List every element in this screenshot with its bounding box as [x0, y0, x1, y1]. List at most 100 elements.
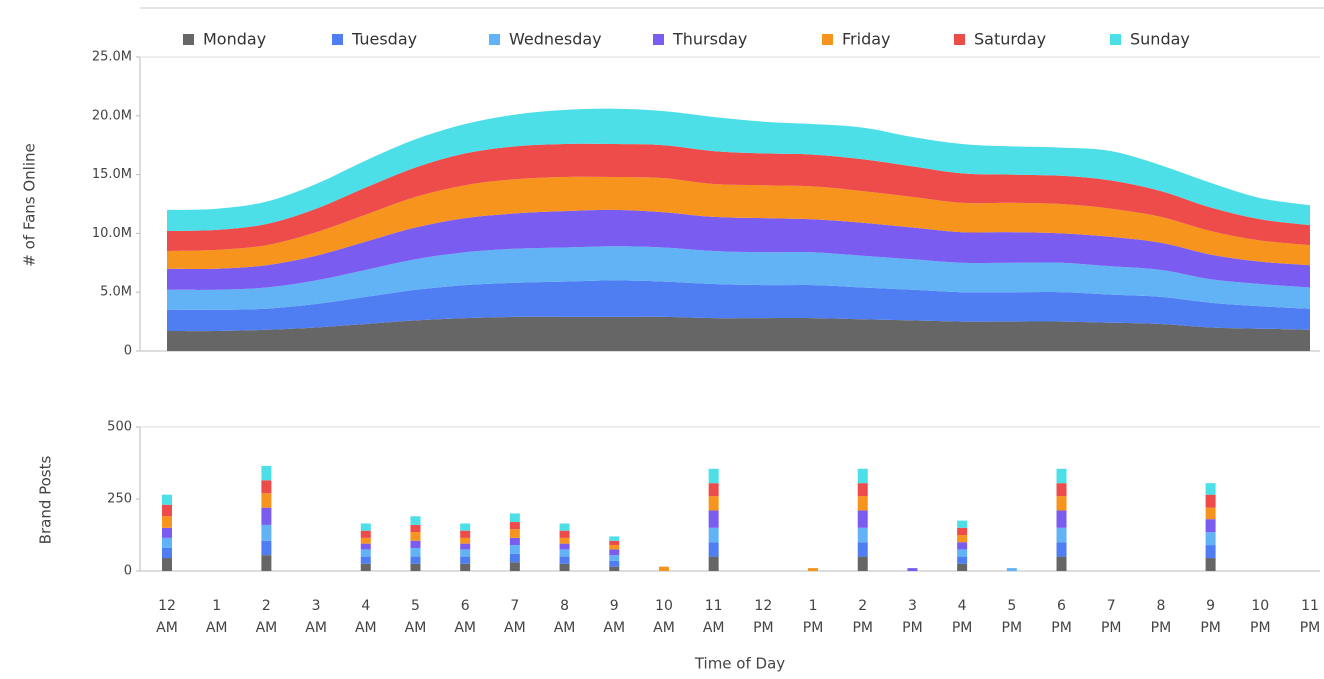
bar-segment [1056, 527, 1067, 543]
bar-segment [609, 540, 620, 546]
x-tick-label: 6 PM [1051, 598, 1072, 636]
bar-segment [708, 510, 719, 528]
bar-segment [708, 556, 719, 571]
bar-segment [1205, 558, 1216, 571]
bar-segment [509, 522, 520, 530]
bar-segment [360, 523, 371, 531]
bar-segment [1205, 545, 1216, 559]
bar-segment [559, 537, 570, 544]
x-tick-label: 3 AM [305, 598, 327, 636]
bar-segment [162, 494, 172, 505]
bar-segment [460, 549, 471, 557]
legend-label: Monday [203, 30, 266, 49]
bar-segment [907, 568, 918, 571]
bar-segment [410, 532, 421, 541]
bar-segment [957, 563, 968, 571]
x-tick-label: 1 PM [802, 598, 824, 636]
x-tick-label: 8 PM [1150, 598, 1172, 636]
bar-segment [509, 513, 520, 523]
x-tick-label: 10 PM [1250, 598, 1271, 636]
bar-segment [708, 542, 719, 557]
bar-segment [1056, 483, 1067, 497]
bar-segment [162, 504, 172, 517]
y-tick-label: 0 [124, 344, 132, 359]
bar-segment [1205, 519, 1216, 533]
x-tick-label: 5 PM [1001, 598, 1023, 636]
bar-segment [261, 524, 272, 541]
bar-segment [609, 536, 620, 541]
bar-segment [857, 468, 868, 484]
bar-segment [460, 530, 471, 538]
bar-segment [261, 480, 272, 494]
bar-segment [658, 566, 669, 571]
bar-segment [509, 562, 520, 571]
legend-swatch [1110, 34, 1121, 45]
bar-segment [609, 560, 620, 567]
bar-segment [460, 537, 471, 544]
y-tick-label: 0 [124, 564, 132, 579]
area [167, 316, 1310, 351]
legend-label: Tuesday [351, 30, 417, 49]
bar-segment [857, 542, 868, 557]
bar-segment [957, 549, 968, 557]
bar-segment [957, 527, 968, 535]
bar-segment [957, 556, 968, 564]
bar-segment [708, 483, 719, 497]
bar-segment [1205, 483, 1216, 495]
bar-segment [261, 507, 272, 525]
x-tick-label: 11 AM [702, 598, 725, 636]
bar-segment [1205, 507, 1216, 520]
x-tick-label: 10 AM [653, 598, 675, 636]
bar-segment [1056, 556, 1067, 571]
x-tick-label: 4 AM [354, 598, 377, 636]
legend-swatch [653, 34, 664, 45]
bar-segment [559, 556, 570, 564]
x-tick-label: 7 PM [1100, 598, 1122, 636]
bar-segment [509, 529, 520, 538]
bar-segment [609, 555, 620, 561]
bar-segment [957, 542, 968, 550]
bar-segment [857, 483, 868, 497]
bar-segment [857, 527, 868, 543]
y-tick-label: 20.0M [92, 108, 132, 123]
bar-segment [162, 537, 172, 548]
x-tick-label: 9 AM [603, 598, 626, 636]
bar-segment [460, 556, 471, 564]
bar-segment [708, 496, 719, 511]
bar-segment [559, 563, 570, 571]
y-axis-label: Brand Posts [37, 455, 55, 544]
bar-segment [1006, 568, 1017, 571]
bar-segment [162, 547, 172, 559]
area [167, 209, 1310, 290]
x-tick-label: 4 PM [951, 598, 973, 636]
bar-segment [559, 543, 570, 550]
x-tick-label: 1 AM [205, 598, 228, 636]
bar-segment [410, 516, 421, 525]
legend-label: Wednesday [509, 30, 602, 49]
bar-segment [559, 523, 570, 531]
bar-segment [360, 556, 371, 564]
bar-segment [261, 555, 272, 571]
bar-segment [261, 540, 272, 556]
bar-segment [360, 563, 371, 571]
bar-segment [857, 496, 868, 511]
bar-segment [360, 549, 371, 557]
bar-segment [609, 566, 620, 571]
y-tick-label: 15.0M [92, 167, 132, 182]
bar-segment [261, 493, 272, 508]
legend-label: Friday [842, 30, 891, 49]
bar-segment [360, 530, 371, 538]
bar-segment [857, 510, 868, 528]
bar-segment [261, 465, 272, 481]
y-tick-label: 5.0M [100, 285, 132, 300]
bar-segment [957, 535, 968, 543]
bar-segment [162, 516, 172, 528]
y-axis-label: # of Fans Online [21, 143, 39, 266]
legend-label: Sunday [1130, 30, 1190, 49]
bar-segment [509, 537, 520, 546]
area [167, 108, 1310, 231]
bar-segment [1205, 494, 1216, 508]
area [167, 176, 1310, 269]
bar-segment [410, 547, 421, 557]
